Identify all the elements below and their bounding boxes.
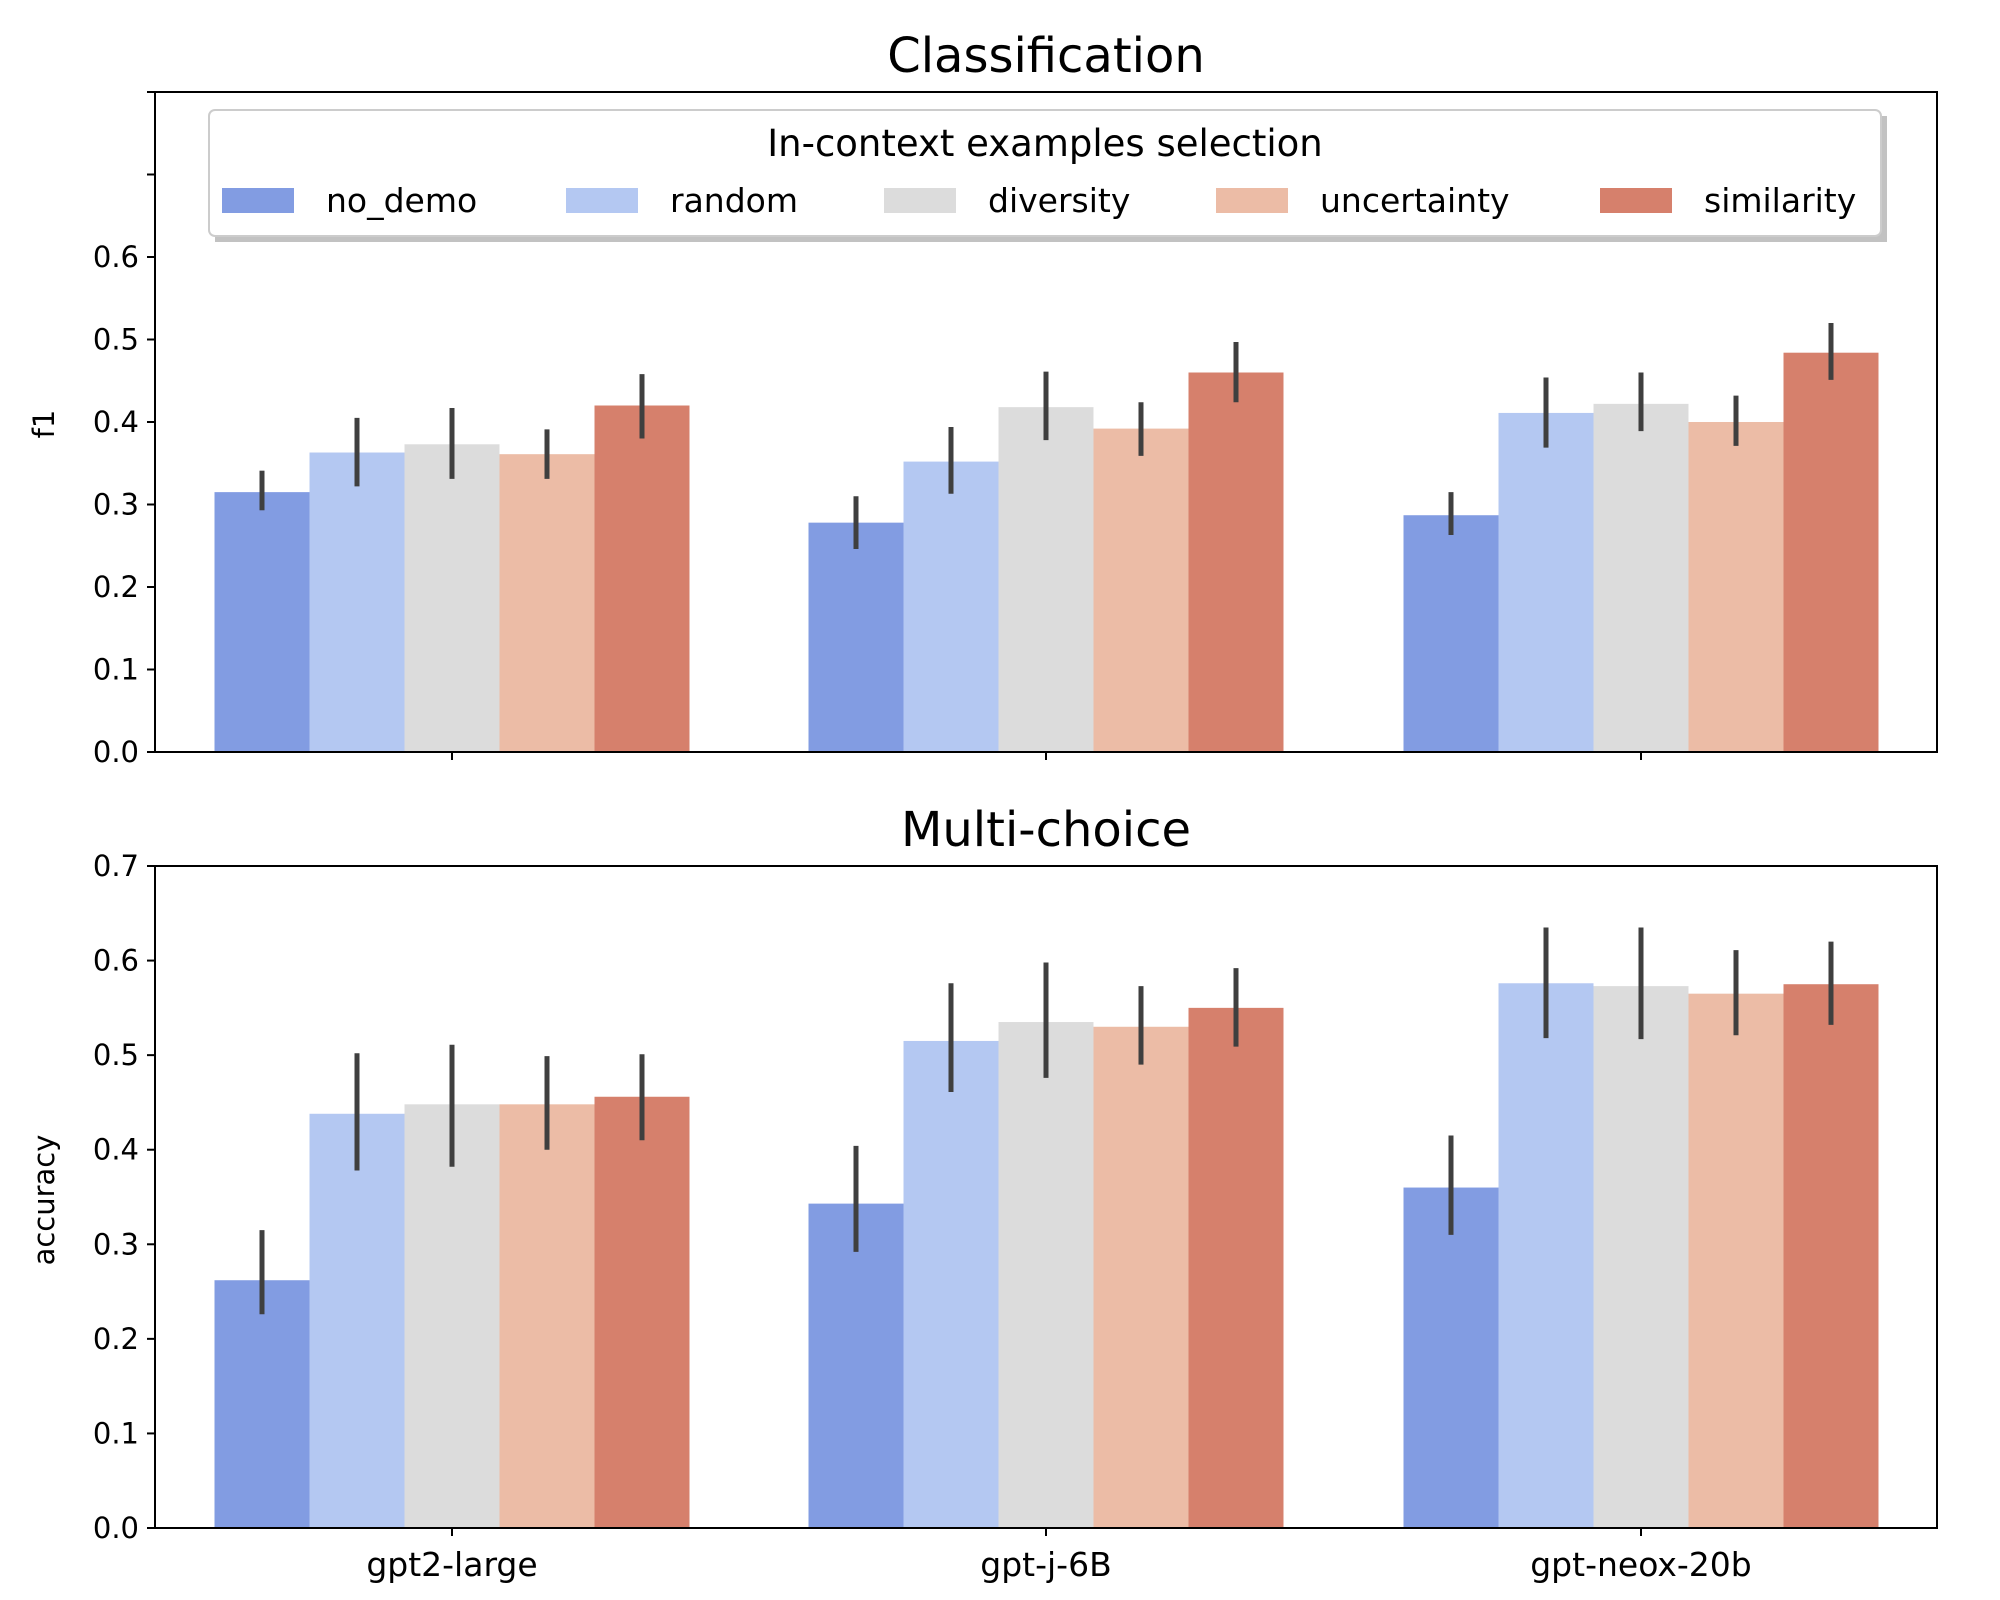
classification-bar-random xyxy=(1498,412,1594,752)
multichoice-plot-area: 0.0 0.1 0.2 0.3 0.4 0.5 0.6 0.7 gpt2-large gpt-j-… xyxy=(93,849,1879,1584)
multichoice-category-label: gpt2-large xyxy=(366,1545,537,1584)
multichoice-panel: Multi-choice accuracy 0.0 0.1 0.2 0.3 0.4 0.5… xyxy=(27,802,1938,1584)
multichoice-bar-uncertainty xyxy=(499,1104,595,1528)
multichoice-y-tick-label: 0.3 xyxy=(93,1227,139,1261)
classification-bar-similarity xyxy=(594,405,690,752)
multichoice-y-tick-label: 0.4 xyxy=(93,1133,139,1167)
classification-bar-no_demo xyxy=(214,492,310,752)
legend-swatch-no_demo xyxy=(222,188,294,213)
multichoice-category-label: gpt-neox-20b xyxy=(1530,1545,1752,1584)
classification-y-axis-label: f1 xyxy=(27,410,61,439)
classification-y-tick-label: 0.6 xyxy=(93,240,139,274)
legend: In-context examples selection no_demo ran… xyxy=(208,109,1887,242)
multichoice-y-tick-label: 0.2 xyxy=(93,1322,139,1356)
classification-bar-similarity xyxy=(1188,372,1284,752)
multichoice-category-label: gpt-j-6B xyxy=(980,1545,1111,1584)
multichoice-bar-random xyxy=(903,1040,999,1528)
multichoice-bar-similarity xyxy=(1783,984,1879,1528)
multichoice-bar-similarity xyxy=(1188,1007,1284,1528)
legend-swatch-diversity xyxy=(884,188,956,213)
classification-y-tick-label: 0.0 xyxy=(93,735,139,769)
legend-swatch-random xyxy=(566,188,638,213)
legend-label-similarity: similarity xyxy=(1704,181,1856,220)
classification-title: Classification xyxy=(887,28,1205,84)
classification-y-tick-label: 0.1 xyxy=(93,653,139,687)
classification-y-tick-label: 0.5 xyxy=(93,323,139,357)
multichoice-y-tick-label: 0.6 xyxy=(93,944,139,978)
legend-label-uncertainty: uncertainty xyxy=(1320,181,1510,220)
classification-axes-frame xyxy=(154,91,1938,753)
multichoice-bar-random xyxy=(309,1113,405,1528)
multichoice-bar-diversity xyxy=(1593,986,1689,1528)
multichoice-axes-frame xyxy=(154,865,1938,1529)
multichoice-bar-no_demo xyxy=(1403,1187,1499,1528)
classification-y-tick-label: 0.3 xyxy=(93,488,139,522)
classification-bar-random xyxy=(903,461,999,752)
multichoice-y-tick-label: 0.1 xyxy=(93,1416,139,1450)
legend-label-diversity: diversity xyxy=(988,181,1130,220)
multichoice-y-axis-label: accuracy xyxy=(27,1135,61,1266)
classification-bar-no_demo xyxy=(808,522,904,752)
classification-bar-similarity xyxy=(1783,352,1879,752)
classification-y-tick-label: 0.2 xyxy=(93,570,139,604)
classification-bar-uncertainty xyxy=(1093,428,1189,752)
classification-bar-diversity xyxy=(404,444,500,752)
multichoice-bar-uncertainty xyxy=(1688,993,1784,1528)
multichoice-bar-uncertainty xyxy=(1093,1026,1189,1528)
multichoice-title: Multi-choice xyxy=(901,802,1191,858)
legend-swatch-similarity xyxy=(1600,188,1672,213)
classification-bar-uncertainty xyxy=(1688,422,1784,752)
classification-bar-uncertainty xyxy=(499,454,595,752)
classification-y-tick-label: 0.4 xyxy=(93,405,139,439)
multichoice-bar-diversity xyxy=(998,1022,1094,1528)
multichoice-y-tick-label: 0.7 xyxy=(93,849,139,883)
legend-label-no_demo: no_demo xyxy=(326,181,477,220)
classification-panel: Classification f1 0.0 0.1 0.2 0.3 0.4 0.5 0.6 xyxy=(27,28,1938,769)
multichoice-bar-no_demo xyxy=(808,1203,904,1528)
multichoice-y-tick-label: 0.0 xyxy=(93,1511,139,1545)
classification-bar-no_demo xyxy=(1403,515,1499,752)
legend-title: In-context examples selection xyxy=(767,122,1323,165)
multichoice-bar-similarity xyxy=(594,1096,690,1528)
classification-plot-area: 0.0 0.1 0.2 0.3 0.4 0.5 0.6 xyxy=(93,91,1879,769)
multichoice-bar-no_demo xyxy=(214,1280,310,1528)
multichoice-bar-random xyxy=(1498,983,1594,1528)
classification-bar-random xyxy=(309,452,405,752)
classification-bar-diversity xyxy=(998,407,1094,752)
legend-label-random: random xyxy=(670,181,798,220)
multichoice-bar-diversity xyxy=(404,1104,500,1528)
legend-swatch-uncertainty xyxy=(1216,188,1288,213)
classification-bar-diversity xyxy=(1593,403,1689,752)
multichoice-y-tick-label: 0.5 xyxy=(93,1038,139,1072)
